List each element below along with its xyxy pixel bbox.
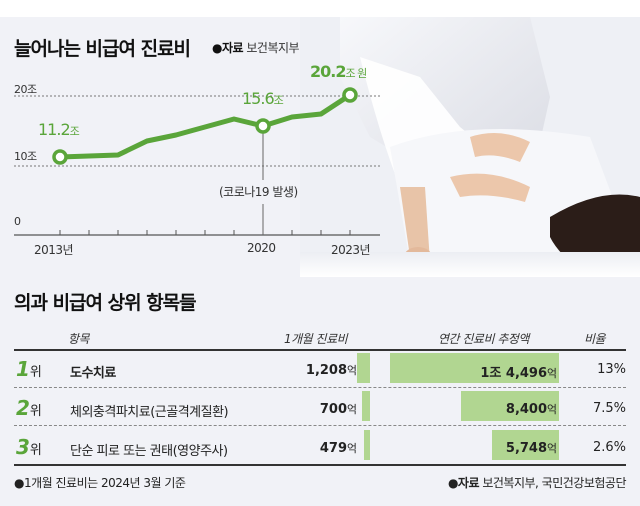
source-text: 보건복지부	[246, 41, 300, 55]
ratio-value: 2.6%	[592, 440, 626, 455]
annual-value: 8,400억	[505, 402, 557, 417]
chart2-source: ●자료 보건복지부, 국민건강보험공단	[447, 474, 627, 491]
footnote: ●1개월 진료비는 2024년 3월 기준	[14, 476, 186, 490]
rank-2: 2위	[16, 396, 42, 420]
chart1-title: 늘어나는 비급여 진료비	[14, 38, 191, 60]
annual-bar-3	[492, 430, 559, 460]
y-tick-0: 0	[14, 215, 21, 228]
infographic-panel: 늘어나는 비급여 진료비 ●자료 보건복지부 20조 10조 0 2013년 2	[0, 17, 640, 506]
annual-value: 1조 4,496억	[480, 366, 557, 381]
row-divider	[14, 425, 626, 426]
chart1-source: ●자료 보건복지부	[212, 39, 300, 56]
monthly-bar-2	[362, 391, 370, 421]
annual-bar-1	[390, 353, 559, 383]
rank-3: 3위	[16, 435, 42, 459]
item-name: 체외충격파치료(근골격계질환)	[70, 405, 229, 420]
header-ratio: 비율	[584, 332, 606, 346]
ratio-value: 13%	[597, 362, 626, 377]
item-name: 도수치료	[70, 366, 116, 381]
monthly-value: 1,208억	[305, 363, 357, 378]
x-tick-2013: 2013년	[34, 243, 74, 257]
item-name: 단순 피로 또는 권태(영양주사)	[70, 444, 228, 459]
monthly-bar-3	[364, 430, 370, 460]
x-tick-2020: 2020	[247, 241, 276, 255]
header-item: 항목	[68, 332, 90, 346]
y-tick-20: 20조	[14, 83, 37, 96]
source-label: ●자료	[447, 476, 480, 490]
line-chart	[14, 87, 380, 236]
source-text: 보건복지부, 국민건강보험공단	[482, 476, 626, 490]
label-2013: 11.2조	[38, 120, 80, 139]
therapy-photo	[300, 17, 640, 277]
header-monthly: 1개월 진료비	[284, 332, 348, 346]
monthly-bar-1	[357, 353, 370, 383]
table-top-rule	[14, 349, 626, 351]
row-divider	[14, 387, 626, 388]
monthly-value: 479억	[319, 441, 357, 456]
rank-1: 1위	[16, 357, 42, 381]
annual-value: 5,748억	[505, 441, 557, 456]
source-label: ●자료	[212, 41, 244, 55]
label-2020: 15.6조	[242, 89, 284, 108]
x-tick-2023: 2023년	[331, 243, 371, 257]
ratio-value: 7.5%	[592, 401, 626, 416]
y-tick-10: 10조	[14, 150, 37, 163]
monthly-value: 700억	[319, 402, 357, 417]
chart2-title: 의과 비급여 상위 항목들	[14, 292, 197, 314]
label-2023: 20.2조 원	[310, 62, 367, 81]
table-bottom-rule	[14, 464, 626, 466]
header-annual: 연간 진료비 추정액	[438, 332, 529, 346]
covid-annotation: (코로나19 발생)	[219, 185, 298, 199]
annual-bar-2	[461, 391, 559, 421]
